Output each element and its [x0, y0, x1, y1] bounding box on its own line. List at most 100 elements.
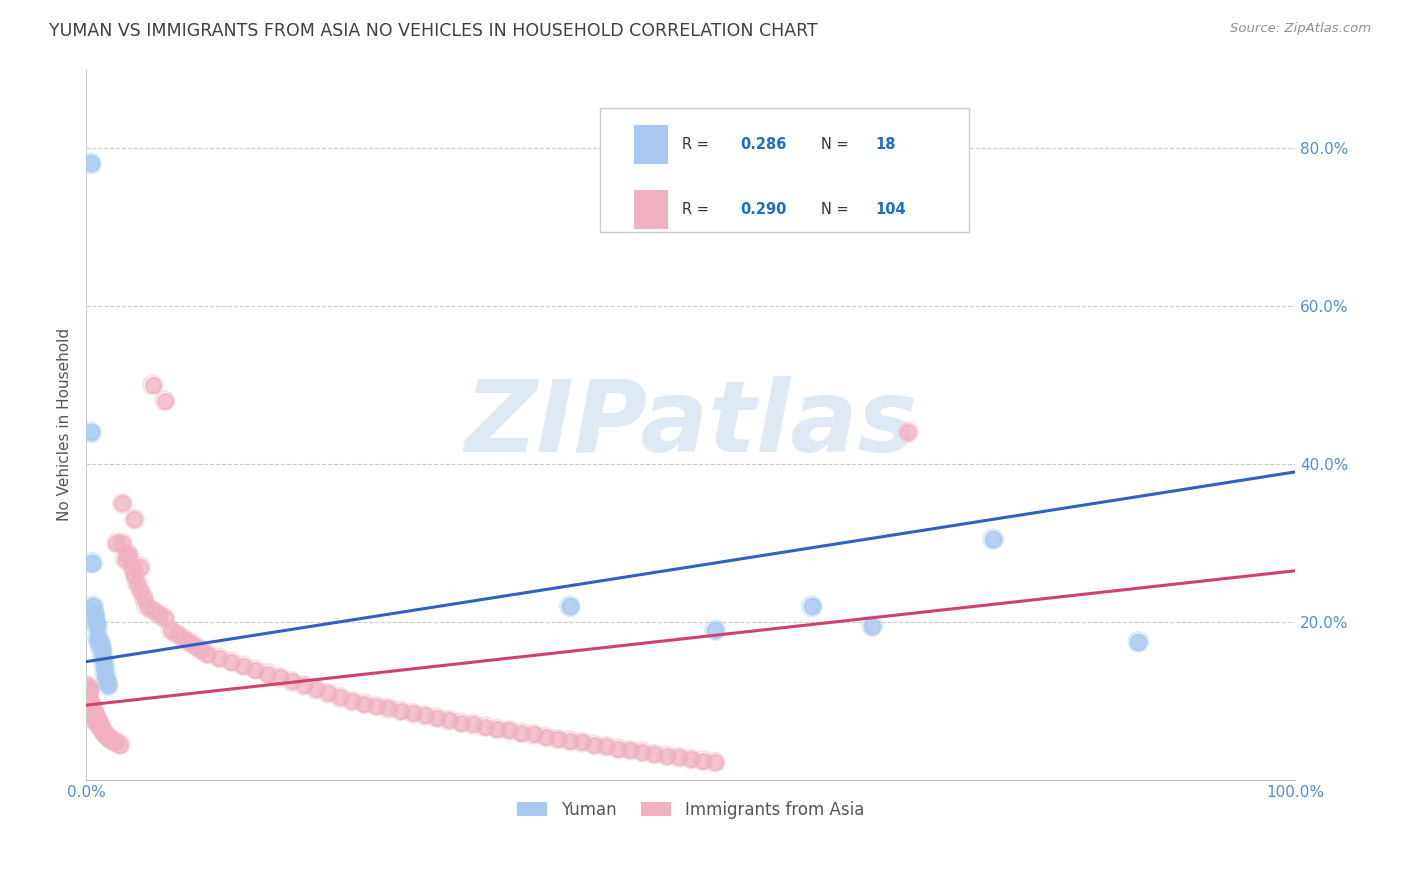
Point — [340, 694, 363, 708]
Point — [461, 717, 484, 731]
Legend: Yuman, Immigrants from Asia: Yuman, Immigrants from Asia — [510, 794, 870, 825]
Point — [80, 425, 103, 440]
Point — [83, 607, 105, 622]
Point — [860, 619, 883, 633]
Point — [82, 708, 104, 723]
Point — [195, 647, 218, 661]
Text: Source: ZipAtlas.com: Source: ZipAtlas.com — [1230, 22, 1371, 36]
Point — [80, 698, 103, 713]
Point — [79, 694, 101, 708]
Point — [177, 635, 200, 649]
Point — [105, 536, 128, 550]
Point — [125, 575, 148, 590]
Point — [159, 623, 181, 637]
Point — [377, 701, 399, 715]
FancyBboxPatch shape — [600, 108, 969, 232]
Point — [90, 639, 112, 653]
Point — [450, 715, 472, 730]
Point — [98, 732, 121, 747]
Point — [97, 730, 120, 744]
Point — [897, 425, 920, 440]
Point — [558, 599, 581, 614]
Point — [595, 739, 617, 754]
Point — [547, 732, 569, 747]
Point — [401, 706, 423, 720]
Point — [607, 741, 630, 756]
Point — [87, 631, 110, 645]
Point — [86, 619, 108, 633]
Point — [142, 377, 165, 392]
Point — [76, 678, 98, 692]
Point — [90, 719, 112, 733]
Point — [353, 697, 375, 711]
Point — [84, 615, 107, 629]
Point — [79, 698, 101, 713]
Point — [80, 702, 103, 716]
Point — [437, 713, 460, 727]
Point — [76, 682, 98, 697]
Point — [195, 647, 218, 661]
Point — [79, 682, 101, 697]
Point — [91, 650, 114, 665]
Point — [89, 716, 111, 731]
Point — [704, 623, 727, 637]
Point — [82, 599, 104, 614]
Point — [800, 599, 823, 614]
Point — [607, 741, 630, 756]
Point — [153, 393, 176, 408]
Point — [90, 642, 112, 657]
Point — [105, 536, 128, 550]
Point — [79, 682, 101, 697]
Point — [84, 708, 107, 723]
Point — [124, 567, 146, 582]
Point — [897, 425, 920, 440]
Point — [159, 623, 181, 637]
Point — [498, 723, 520, 738]
Bar — [634, 190, 668, 229]
Point — [86, 712, 108, 726]
Point — [353, 697, 375, 711]
Point — [166, 627, 188, 641]
Point — [129, 559, 152, 574]
Point — [571, 735, 593, 749]
Point — [108, 738, 131, 752]
Point — [93, 726, 115, 740]
Point — [426, 711, 449, 725]
Point — [105, 735, 128, 749]
Point — [450, 715, 472, 730]
Point — [91, 650, 114, 665]
Point — [90, 639, 112, 653]
Point — [558, 733, 581, 747]
Point — [668, 750, 690, 764]
Point — [93, 658, 115, 673]
Point — [643, 747, 665, 762]
Point — [129, 559, 152, 574]
Point — [510, 726, 533, 740]
Point — [582, 738, 605, 752]
Point — [79, 704, 101, 718]
Point — [389, 704, 412, 718]
Point — [704, 755, 727, 769]
Point — [111, 496, 134, 510]
Point — [87, 714, 110, 728]
Point — [86, 712, 108, 726]
Point — [134, 591, 156, 606]
Point — [486, 722, 509, 736]
Point — [582, 738, 605, 752]
Text: 104: 104 — [876, 202, 907, 217]
Point — [111, 496, 134, 510]
Point — [87, 714, 110, 728]
Point — [117, 548, 139, 562]
Point — [86, 619, 108, 633]
Point — [692, 754, 714, 768]
Point — [94, 666, 117, 681]
Point — [84, 714, 107, 728]
Point — [547, 732, 569, 747]
Point — [184, 639, 207, 653]
Point — [166, 627, 188, 641]
Point — [89, 635, 111, 649]
Point — [184, 639, 207, 653]
Point — [461, 717, 484, 731]
Point — [83, 712, 105, 726]
Point — [522, 727, 544, 741]
